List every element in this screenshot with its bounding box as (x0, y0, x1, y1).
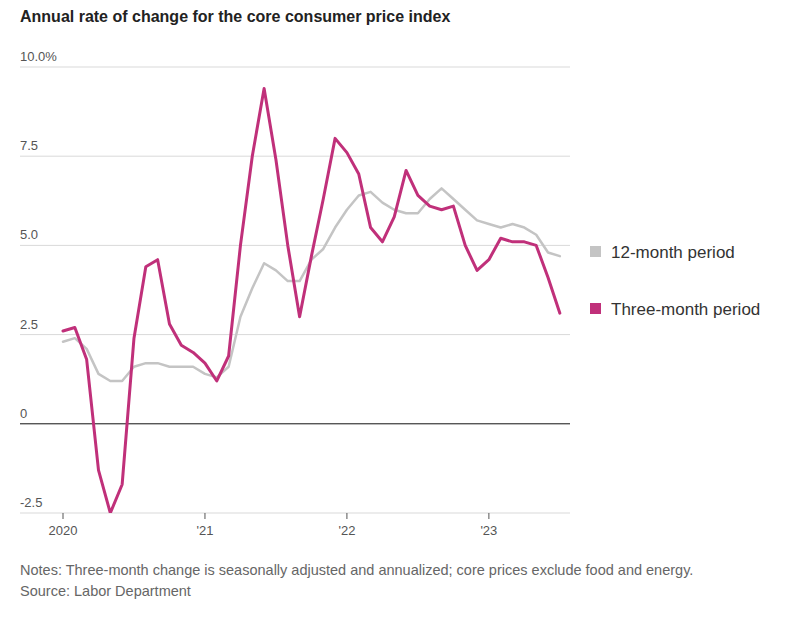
grid-line (20, 513, 570, 514)
title: Annual rate of change for the core consu… (20, 8, 450, 25)
legend-label: Three-month period (611, 300, 760, 319)
series-line (63, 188, 560, 381)
y-tick-label: 7.5 (20, 138, 38, 153)
x-tick (63, 513, 64, 519)
x-tick (346, 513, 347, 519)
source: Source: Labor Department (20, 583, 191, 599)
x-axis: 2020 '21 '22 '23 (49, 513, 498, 538)
y-tick-label: 2.5 (20, 317, 38, 332)
y-tick-label: -2.5 (20, 495, 42, 510)
chart: Annual rate of change for the core consu… (0, 0, 805, 627)
legend-swatch (590, 303, 601, 314)
lines (63, 88, 560, 513)
notes: Notes: Three-month change is seasonally … (20, 562, 693, 578)
x-tick-label: '21 (196, 523, 213, 538)
zero-line (20, 423, 570, 424)
x-tick (488, 513, 489, 519)
y-tick-label: 0 (20, 406, 27, 421)
legend-swatch (590, 246, 601, 257)
legend-label: 12-month period (611, 243, 735, 262)
y-tick-label: 5.0 (20, 227, 38, 242)
legend: 12-month period Three-month period (590, 243, 760, 319)
grid-line (20, 156, 570, 157)
x-tick-label: '22 (338, 523, 355, 538)
grid-line (20, 334, 570, 335)
series-line (63, 88, 560, 513)
y-tick-label: 10.0% (20, 49, 57, 64)
grid-line (20, 245, 570, 246)
y-axis: -2.5 0 2.5 5.0 7.5 10.0% (20, 49, 570, 513)
grid-line (20, 67, 570, 68)
x-tick (204, 513, 205, 519)
x-tick-label: 2020 (49, 523, 78, 538)
x-tick-label: '23 (480, 523, 497, 538)
